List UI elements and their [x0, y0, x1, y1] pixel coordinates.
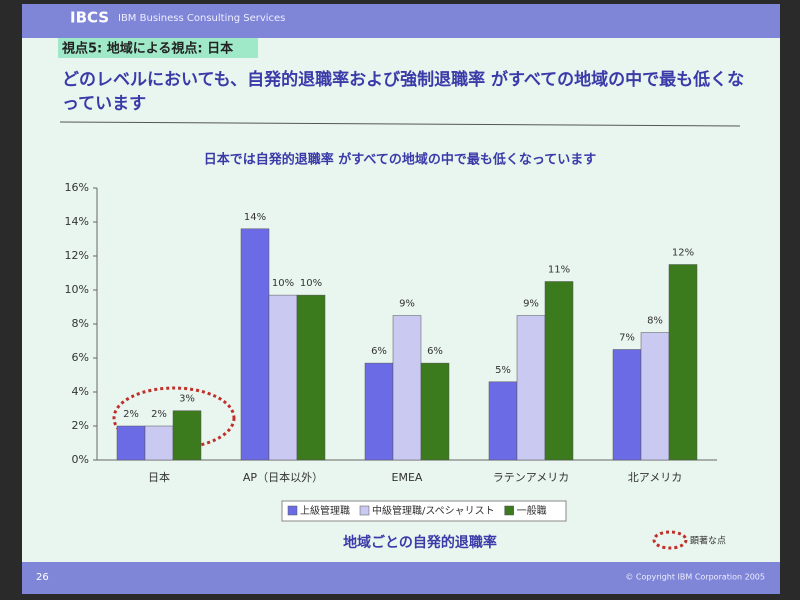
bar: [612, 349, 642, 461]
value-label: 10%: [272, 278, 294, 289]
value-label: 11%: [548, 265, 570, 276]
value-label: 5%: [495, 365, 511, 376]
bar: [268, 294, 298, 461]
legend-box: [281, 500, 567, 522]
legend-swatch: [359, 505, 370, 516]
bar: [144, 425, 174, 461]
bar: [392, 315, 422, 461]
rule: [59, 121, 741, 127]
x-tick-label: AP（日本以外）: [243, 470, 323, 484]
bar: [116, 425, 146, 461]
headline: どのレベルにおいても、自発的退職率および強制退職率 がすべての地域の中で最も低く…: [62, 70, 745, 114]
slide: [22, 4, 780, 594]
bar: [172, 410, 202, 461]
value-label: 8%: [647, 316, 663, 327]
legend-label: 中級管理職/スペシャリスト: [372, 504, 495, 517]
page-number: 26: [36, 572, 49, 583]
section-bg: [58, 38, 258, 58]
value-label: 9%: [523, 299, 539, 310]
bar: [668, 264, 698, 461]
bar: [240, 228, 270, 461]
x-tick-label: 日本: [148, 470, 170, 484]
company: IBM Business Consulting Services: [118, 13, 285, 24]
section: 視点5: 地域による視点: 日本: [61, 41, 233, 57]
annotation-icon: [652, 530, 688, 550]
value-label: 6%: [427, 346, 443, 357]
x-tick-label: ラテンアメリカ: [493, 471, 569, 484]
value-label: 3%: [179, 394, 195, 405]
x-tick-label: EMEA: [392, 471, 423, 484]
x-axis-title: 地域ごとの自発的退職率: [343, 534, 497, 551]
legend-label: 上級管理職: [300, 504, 350, 517]
value-label: 2%: [151, 409, 167, 420]
y-tick-label: 2%: [72, 419, 89, 432]
bar: [364, 362, 394, 461]
y-tick-label: 6%: [72, 351, 89, 364]
bar: [488, 381, 518, 461]
bar: [516, 315, 546, 461]
y-tick-label: 14%: [65, 215, 89, 228]
value-label: 9%: [399, 299, 415, 310]
copyright: © Copyright IBM Corporation 2005: [625, 573, 765, 582]
value-label: 12%: [672, 248, 694, 259]
y-tick-label: 0%: [72, 453, 89, 466]
value-label: 10%: [300, 278, 322, 289]
legend-swatch: [504, 505, 514, 516]
x-tick-label: 北アメリカ: [628, 471, 682, 484]
y-tick-label: 4%: [72, 385, 89, 398]
bar: [420, 362, 450, 461]
legend-label: 一般職: [517, 504, 547, 517]
chart-title: 日本では自発的退職率 がすべての地域の中で最も低くなっています: [204, 152, 596, 168]
value-label: 2%: [123, 409, 139, 420]
bar: [640, 332, 670, 461]
value-label: 6%: [371, 346, 387, 357]
header-band: [22, 4, 780, 38]
y-tick-label: 10%: [65, 283, 89, 296]
value-label: 7%: [619, 333, 635, 344]
footer-band: [22, 562, 780, 594]
y-tick-label: 8%: [72, 317, 89, 330]
y-tick-label: 16%: [65, 181, 89, 194]
bar: [544, 281, 574, 461]
logo: IBCS: [70, 9, 109, 27]
legend-swatch: [287, 505, 298, 516]
bar: [296, 294, 326, 461]
value-label: 14%: [244, 212, 266, 223]
y-tick-label: 12%: [65, 249, 89, 262]
annotation: 顕著な点: [690, 535, 726, 547]
